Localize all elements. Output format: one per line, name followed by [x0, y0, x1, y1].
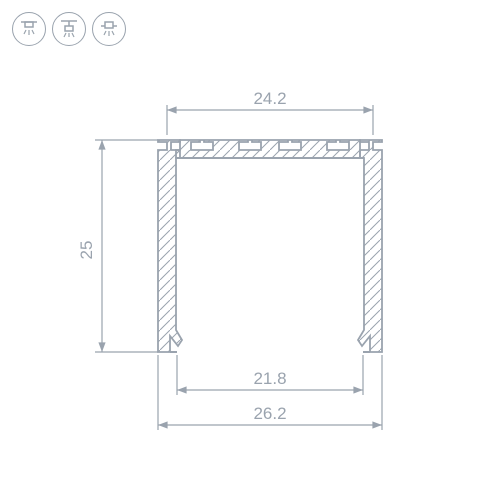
- dim-bottom-outer: 26.2: [158, 355, 382, 430]
- dim-left-height: 25: [77, 140, 158, 352]
- mounting-icons-row: [12, 12, 126, 46]
- cross-section-diagram: 24.2 25 21.8 26.2: [40, 80, 460, 460]
- mount-recessed-icon: [92, 12, 126, 46]
- dim-outer-value: 26.2: [253, 404, 286, 423]
- mount-pendant-icon: [52, 12, 86, 46]
- mount-surface-icon: [12, 12, 46, 46]
- dim-inner-value: 21.8: [253, 369, 286, 388]
- dim-bottom-inner: 21.8: [177, 355, 363, 395]
- dim-top-width: 24.2: [167, 89, 373, 135]
- profile-cross-section: [158, 140, 382, 352]
- dim-top-value: 24.2: [253, 89, 286, 108]
- dim-left-value: 25: [77, 241, 96, 260]
